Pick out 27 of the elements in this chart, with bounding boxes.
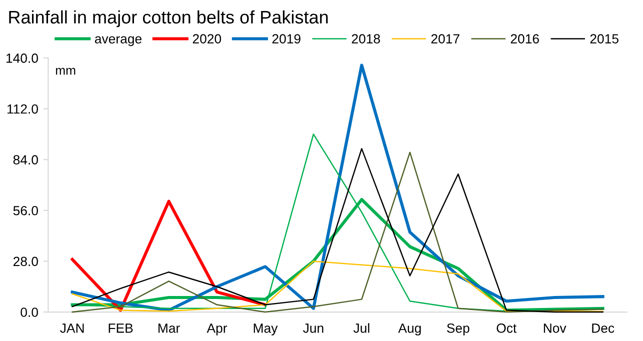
- legend-label: average: [94, 36, 142, 46]
- y-tick-label: 0.0: [20, 308, 38, 317]
- x-tick-label: Dec: [592, 324, 614, 333]
- x-tick-label: Jul: [353, 323, 370, 333]
- legend-label: 2015: [590, 34, 618, 44]
- y-tick-label: 28.0: [13, 256, 38, 266]
- x-tick-label: Nov: [544, 324, 566, 333]
- y-tick-label: 84.0: [13, 155, 38, 164]
- x-tick-label: May: [254, 324, 278, 336]
- y-tick-label: 112.0: [7, 104, 38, 114]
- x-tick-label: JAN: [60, 324, 84, 333]
- legend-label: 2018: [352, 34, 380, 44]
- annotation: mm: [56, 68, 76, 75]
- legend-label: 2019: [272, 34, 300, 44]
- x-tick-label: Jun: [303, 324, 324, 333]
- x-tick-label: Sep: [447, 323, 470, 336]
- legend-label: 2020: [192, 34, 222, 44]
- legend-label: 2017: [431, 34, 460, 44]
- legend-label: 2016: [510, 34, 539, 44]
- chart-title: Rainfall in major cotton belts of Pakistan: [9, 10, 328, 28]
- y-tick-label: 140.0: [6, 54, 38, 63]
- x-tick-label: Aug: [398, 324, 421, 336]
- y-tick-label: 56.0: [13, 206, 38, 216]
- x-tick-label: Oct: [496, 323, 517, 333]
- x-tick-label: Mar: [158, 324, 180, 333]
- x-tick-label: Apr: [206, 324, 228, 336]
- x-tick-label: FEB: [108, 324, 133, 333]
